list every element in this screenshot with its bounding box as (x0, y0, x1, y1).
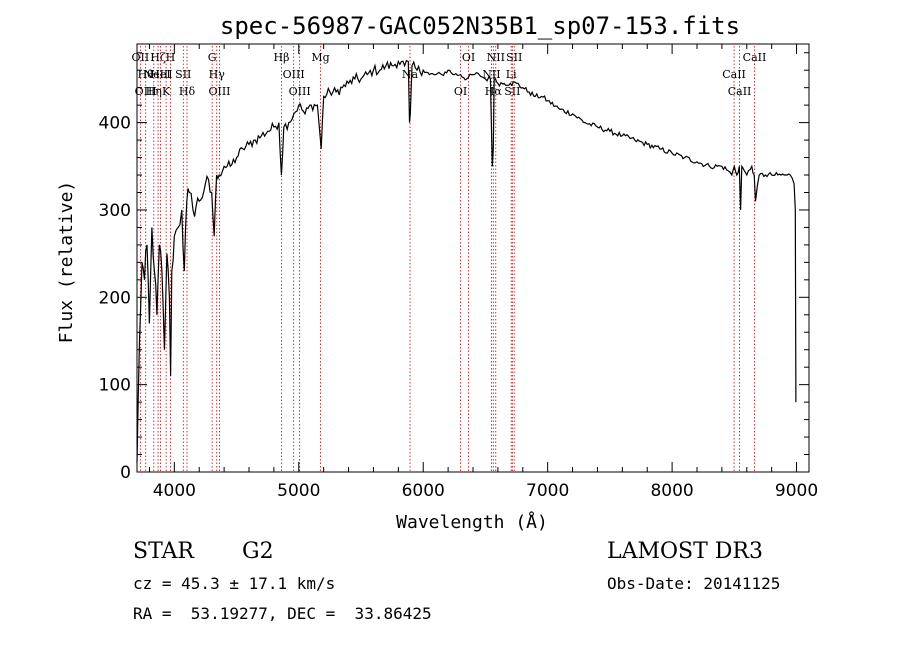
line-marker-label: CaII (722, 68, 746, 81)
line-markers (139, 46, 755, 472)
line-marker-label: OIII (289, 85, 311, 98)
x-tick-label: 4000 (153, 481, 196, 501)
line-marker-label: CaII (743, 51, 767, 64)
line-marker-label: OI (462, 51, 475, 64)
y-tick-label: 300 (99, 201, 131, 221)
y-tick-label: 400 (99, 114, 131, 134)
line-marker-label: HeI (150, 68, 170, 81)
line-marker-label: H (166, 51, 176, 64)
survey-name: LAMOST DR3 (607, 539, 763, 564)
line-marker-label: Hδ (179, 85, 196, 98)
spectrum-line (136, 59, 797, 464)
object-subclass: G2 (242, 539, 274, 564)
line-marker-label: Li (506, 68, 517, 81)
y-tick-label: 0 (120, 463, 131, 483)
coordinates: RA = 53.19277, DEC = 33.86425 (133, 604, 432, 623)
line-marker-label: OIII (208, 85, 230, 98)
y-axis-label: Flux (relative) (56, 181, 77, 344)
y-tick-label: 100 (99, 376, 131, 396)
line-marker-label: Na (402, 68, 419, 81)
line-marker-label: OI (454, 85, 467, 98)
x-axis: 4000 5000 6000 7000 8000 9000 (148, 44, 818, 501)
x-tick-label: 9000 (775, 481, 818, 501)
line-marker-label: G (208, 51, 217, 64)
redshift-value: cz = 45.3 ± 17.1 km/s (133, 574, 336, 593)
y-axis: 0 100 200 300 400 (99, 52, 809, 483)
x-tick-label: 8000 (650, 481, 693, 501)
x-tick-label: 7000 (526, 481, 569, 501)
line-marker-label: SII (504, 85, 520, 98)
y-tick-label: 200 (99, 288, 131, 308)
line-marker-label: NeIII (143, 68, 172, 81)
object-type: STAR (133, 539, 194, 564)
line-marker-label: NII (482, 68, 500, 81)
x-tick-label: 5000 (277, 481, 320, 501)
line-marker-label: Hθ (138, 68, 155, 81)
line-marker-label: OIII (135, 85, 157, 98)
line-marker-label: Hη (146, 85, 162, 98)
line-marker-label: OII (132, 51, 150, 64)
line-marker-labels: OIIHθOIIIHηHζNeIIIHeIKHSIIHδGHγOIIIHβOII… (132, 51, 767, 98)
line-marker-label: Hζ (150, 51, 166, 64)
chart-title: spec-56987-GAC052N35B1_sp07-153.fits (220, 12, 740, 40)
line-marker-label: Hβ (274, 51, 290, 64)
line-marker-label: Mg (311, 51, 329, 64)
line-marker-label: SII (175, 68, 191, 81)
line-marker-label: OIII (283, 68, 305, 81)
x-axis-label: Wavelength (Å) (396, 511, 548, 533)
line-marker-label: Hγ (209, 68, 226, 81)
x-tick-label: 6000 (402, 481, 445, 501)
obs-date: Obs-Date: 20141125 (607, 574, 781, 593)
line-marker-label: NII (487, 51, 505, 64)
plot-frame (136, 43, 810, 473)
line-marker-label: K (162, 85, 171, 98)
line-marker-label: SII (506, 51, 522, 64)
line-marker-label: CaII (728, 85, 752, 98)
